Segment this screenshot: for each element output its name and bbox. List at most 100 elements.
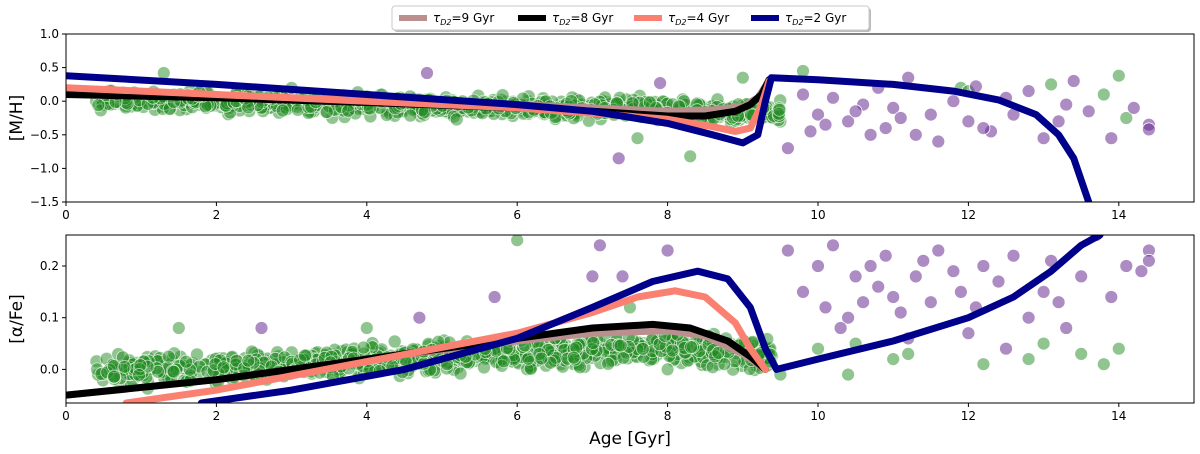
star-point [586,336,601,350]
star-point [772,102,787,117]
x-tick-label: 2 [213,208,221,222]
star-point [684,340,698,355]
star-point-old [826,238,840,253]
star-point [534,351,549,366]
star-point-old [818,300,833,315]
star-point-old [886,101,901,115]
star-point [635,341,650,356]
y-tick-label: 0.2 [40,259,59,273]
y-axis-label: [M/H] [7,95,27,141]
star-point [216,360,231,375]
x-tick-label: 10 [810,208,825,222]
y-tick-label: 0.5 [40,61,59,75]
star-point-old [946,264,961,279]
star-point-old [848,269,863,284]
star-point [298,348,312,363]
model-line-2 [122,287,769,403]
star-point [495,88,510,103]
star-point-old [908,269,923,284]
star-point-old [796,284,810,299]
star-point-old [1021,310,1036,325]
x-axis-label: Age [Gyr] [589,429,671,449]
star-point-old [412,310,427,325]
legend-entry: τD2=2 Gyr [785,11,846,27]
y-tick-label: 1.0 [40,27,59,41]
y-tick-label: 0.0 [40,94,59,108]
y-tick-label: −0.5 [30,128,59,142]
star-point [241,100,256,115]
star-point-old [1142,253,1156,268]
star-point [356,340,371,355]
star-point [566,350,581,365]
star-point [161,349,176,364]
star-point-old [969,79,983,94]
star-point-old [871,279,886,294]
star-point-old [811,259,825,273]
legend-entry: τD2=4 Gyr [668,11,729,27]
star-point [717,357,732,372]
star-point-old [1021,84,1036,98]
star-point-old [999,341,1013,356]
star-point-old [841,114,855,129]
star-point-old [653,76,667,90]
star-point-old [818,117,833,132]
star-point-old [1074,269,1089,284]
star-point-old [878,121,893,136]
star-point-old [954,284,968,299]
star-point [1119,111,1134,125]
star-point-old [1051,295,1066,310]
star-point [1036,336,1051,351]
metallicity-panel: 0 2 4 6 8 10 12 14 1.0 0.5 0.0 −0.5 −1.0 −1.5 [M/H] [7,27,1195,222]
star-point-old [1104,290,1119,304]
star-point-old [908,127,923,142]
star-point [660,362,675,377]
alpha-fe-panel: 0 2 4 6 8 10 12 14 0.2 0.1 0.0 [α/Fe] [7,234,1195,423]
star-point [613,338,628,353]
legend-box [391,5,870,31]
x-tick-label: 8 [664,409,672,423]
star-point-old [961,326,976,341]
x-tick-label: 6 [513,208,521,222]
model-line-3 [66,72,1093,202]
star-point-old [923,295,938,310]
x-tick-label: 8 [664,208,672,222]
star-point-old [420,66,434,80]
star-point [107,369,121,384]
star-point [901,346,916,361]
star-point [166,364,181,379]
star-point-old [916,253,931,268]
plot-area [66,235,1156,403]
star-point-old [796,87,810,102]
star-point-old [878,248,893,263]
star-point-old [841,310,855,325]
star-point-old [1142,122,1156,137]
star-point-old [660,243,675,258]
star-point-old [611,151,626,166]
star-point-old [893,111,908,125]
axes-frame [65,33,1195,203]
star-point-old [1134,264,1149,279]
axes-frame [65,234,1195,404]
star-point [341,103,356,118]
star-point [510,235,525,248]
star-point [359,321,374,335]
star-point-old [1066,74,1081,88]
star-point [179,354,194,369]
star-point-old [1036,284,1051,299]
star-point-old [803,124,818,139]
star-point-old [931,134,946,149]
star-point [496,354,511,369]
star-point [1096,87,1111,102]
star-point [275,103,290,118]
star-point-old [593,238,607,253]
star-point-old [961,114,976,129]
star-point [449,112,464,127]
star-point-old [1059,321,1074,335]
star-point-old [1081,104,1096,119]
star-point [1096,357,1111,372]
star-point-old [811,107,825,122]
legend-entry: τD2=9 Gyr [433,11,494,27]
star-point-old [1036,131,1051,146]
star-point-old [863,259,878,273]
